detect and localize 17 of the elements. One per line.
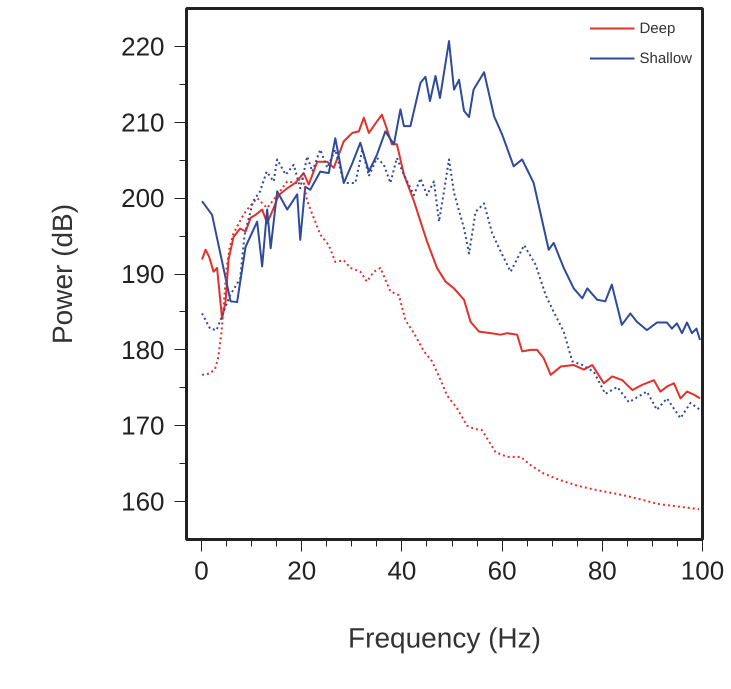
x-tick-label: 20 bbox=[287, 556, 316, 586]
x-tick-label: 80 bbox=[588, 556, 617, 586]
y-tick-label: 170 bbox=[121, 410, 165, 441]
y-axis-title: Power (dB) bbox=[47, 204, 78, 344]
legend-label: Shallow bbox=[639, 50, 692, 66]
x-tick-label: 40 bbox=[387, 556, 416, 586]
x-axis-title: Frequency (Hz) bbox=[348, 622, 541, 654]
y-tick-label: 190 bbox=[121, 259, 165, 289]
y-tick-label: 200 bbox=[121, 183, 165, 214]
x-tick-label: 0 bbox=[194, 556, 209, 586]
x-tick-label: 60 bbox=[488, 556, 517, 586]
y-tick-label: 210 bbox=[121, 107, 165, 138]
y-tick-label: 220 bbox=[121, 31, 165, 62]
x-tick-label: 100 bbox=[680, 556, 724, 586]
legend-label: Deep bbox=[639, 20, 676, 36]
y-tick-label: 180 bbox=[121, 334, 165, 365]
y-tick-label: 160 bbox=[121, 486, 165, 517]
